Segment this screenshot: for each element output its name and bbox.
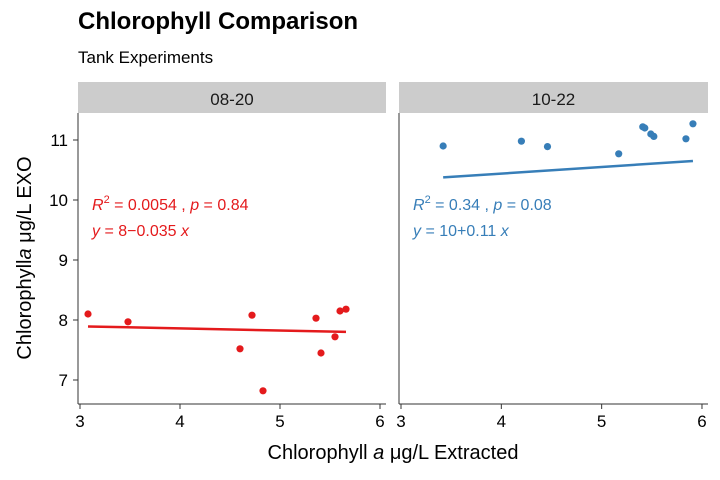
facet-panel-10-22: 10-22 3 4 5 6 R2 = 0.34 , p = 0.08 y = 10+0.11… xyxy=(396,82,708,431)
equation-annotation: y = 8−0.035 x xyxy=(91,223,190,240)
data-point xyxy=(650,132,658,140)
x-axis-label: Chlorophyll a μg/L Extracted xyxy=(268,442,519,464)
data-point xyxy=(312,314,320,322)
data-point xyxy=(641,124,649,132)
regression-line xyxy=(87,325,347,334)
x-tick-label: 6 xyxy=(375,412,384,431)
stats-annotation: R2 = 0.0054 , p = 0.84 xyxy=(92,194,249,214)
data-point xyxy=(84,310,92,318)
y-tick-label: 7 xyxy=(59,371,68,390)
facet-strip-label: 10-22 xyxy=(532,90,575,109)
chart-title: Chlorophyll Comparison xyxy=(78,8,359,35)
y-tick-label: 10 xyxy=(49,191,68,210)
x-tick-label: 4 xyxy=(497,412,506,431)
x-tick-label: 6 xyxy=(697,412,706,431)
equation-annotation: y = 10+0.11 x xyxy=(412,223,510,240)
y-axis-label: Chlorophylla μg/L EXO xyxy=(14,156,36,359)
data-point xyxy=(439,142,447,150)
y-tick-label: 8 xyxy=(59,311,68,330)
regression-line xyxy=(443,159,694,179)
data-point xyxy=(331,333,339,341)
x-tick-label: 5 xyxy=(597,412,606,431)
x-tick-label: 4 xyxy=(175,412,184,431)
data-point xyxy=(336,307,344,315)
x-tick-label: 3 xyxy=(75,412,84,431)
facet-panel-08-20: 08-20 3 4 5 6 R2 = 0.0054 , p = 0.84 y = 8−0.0… xyxy=(75,82,386,431)
data-point xyxy=(124,318,132,326)
facet-strip-label: 08-20 xyxy=(210,90,253,109)
stats-annotation: R2 = 0.34 , p = 0.08 xyxy=(413,194,552,214)
data-point xyxy=(689,120,697,128)
data-point xyxy=(317,349,325,357)
x-tick-label: 3 xyxy=(396,412,405,431)
x-tick-label: 5 xyxy=(275,412,284,431)
facet-strip xyxy=(78,82,386,113)
y-tick-label: 11 xyxy=(50,131,68,150)
data-point xyxy=(682,135,690,143)
data-point xyxy=(342,305,350,313)
data-point xyxy=(236,345,244,353)
data-point xyxy=(259,387,267,395)
data-point xyxy=(543,143,552,151)
facet-strip xyxy=(399,82,708,113)
data-point xyxy=(517,137,525,145)
data-point xyxy=(615,150,623,158)
y-tick-label: 9 xyxy=(59,251,68,270)
chart-subtitle: Tank Experiments xyxy=(78,48,214,67)
data-point xyxy=(248,311,256,319)
